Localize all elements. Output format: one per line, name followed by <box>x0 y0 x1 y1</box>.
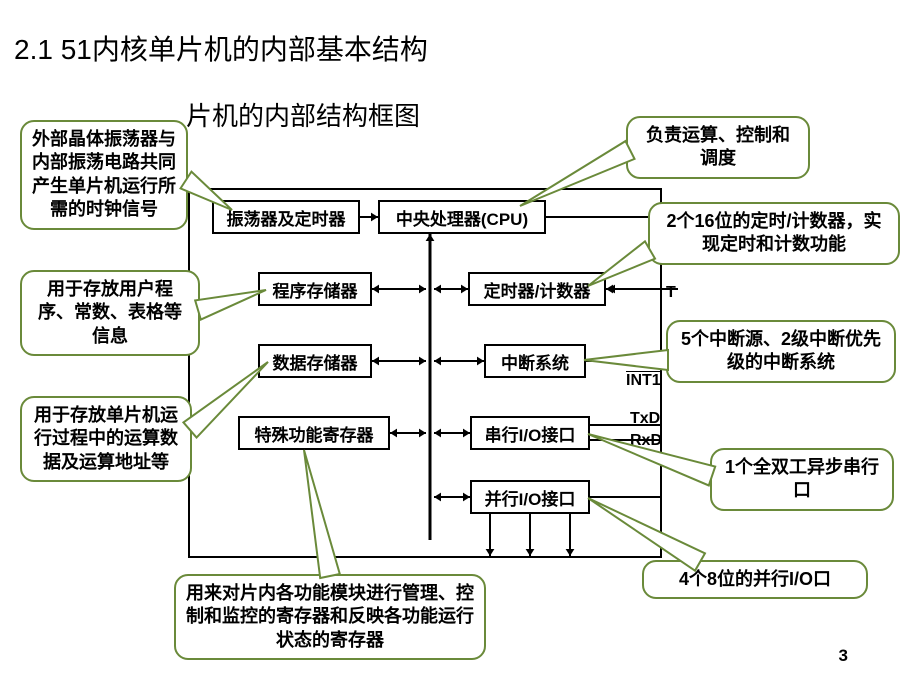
block-timer-counter-label: 定时器/计数器 <box>484 277 591 302</box>
label-int1: INT1 <box>626 372 661 390</box>
callout-data-memory: 用于存放单片机运行过程中的运算数据及运算地址等 <box>20 396 192 482</box>
block-serial-io-label: 串行I/O接口 <box>485 421 576 446</box>
callout-oscillator: 外部晶体振荡器与内部振荡电路共同产生单片机运行所需的时钟信号 <box>20 120 188 230</box>
callout-cpu: 负责运算、控制和调度 <box>626 116 810 179</box>
label-rxd: RxD <box>630 432 662 450</box>
block-program-memory-label: 程序存储器 <box>273 277 358 302</box>
callout-serial: 1个全双工异步串行口 <box>710 448 894 511</box>
block-timer-counter: 定时器/计数器 <box>468 272 606 306</box>
block-oscillator-label: 振荡器及定时器 <box>227 205 346 230</box>
callout-interrupt: 5个中断源、2级中断优先级的中断系统 <box>666 320 896 383</box>
block-serial-io: 串行I/O接口 <box>470 416 590 450</box>
page-number: 3 <box>839 646 848 666</box>
block-sfr-label: 特殊功能寄存器 <box>255 421 374 446</box>
callout-parallel-io: 4个8位的并行I/O口 <box>642 560 868 599</box>
block-oscillator: 振荡器及定时器 <box>212 200 360 234</box>
block-parallel-io: 并行I/O接口 <box>470 480 590 514</box>
label-t: T <box>666 284 676 302</box>
callout-timer: 2个16位的定时/计数器，实现定时和计数功能 <box>648 202 900 265</box>
page-title-h2: 片机的内部结构框图 <box>186 96 420 133</box>
callout-program-memory: 用于存放用户程序、常数、表格等信息 <box>20 270 200 356</box>
block-interrupt: 中断系统 <box>484 344 586 378</box>
block-program-memory: 程序存储器 <box>258 272 372 306</box>
block-cpu: 中央处理器(CPU) <box>378 200 546 234</box>
block-data-memory-label: 数据存储器 <box>273 349 358 374</box>
block-interrupt-label: 中断系统 <box>501 349 569 374</box>
block-cpu-label: 中央处理器(CPU) <box>396 205 528 230</box>
block-data-memory: 数据存储器 <box>258 344 372 378</box>
block-sfr: 特殊功能寄存器 <box>238 416 390 450</box>
label-txd: TxD <box>630 410 660 428</box>
page-title-h1: 2.1 51内核单片机的内部基本结构 <box>14 28 428 68</box>
block-parallel-io-label: 并行I/O接口 <box>485 485 576 510</box>
callout-sfr: 用来对片内各功能模块进行管理、控制和监控的寄存器和反映各功能运行状态的寄存器 <box>174 574 486 660</box>
